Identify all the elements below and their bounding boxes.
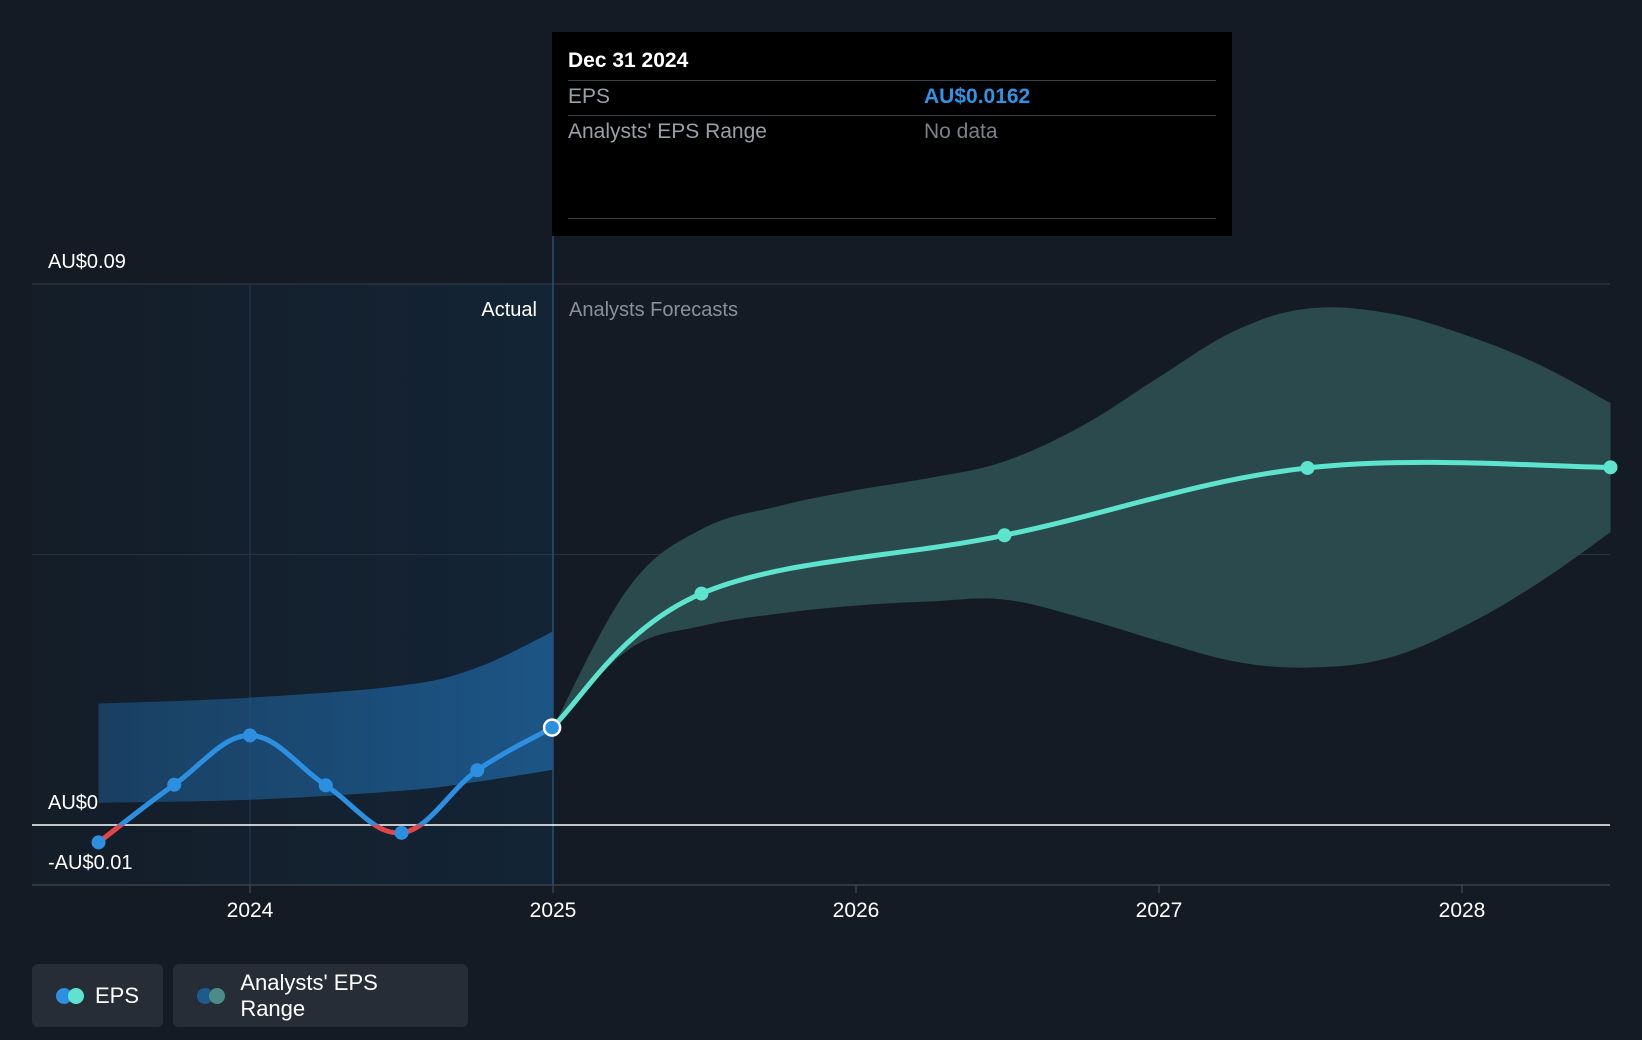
y-tick-label: -AU$0.01 xyxy=(48,852,133,874)
eps-actual-point xyxy=(318,778,333,793)
legend-item-eps-range[interactable]: Analysts' EPS Range xyxy=(173,964,468,1027)
legend-item-eps[interactable]: EPS xyxy=(32,964,163,1027)
tooltip-eps-value: AU$0.0162 xyxy=(924,85,1031,108)
y-tick-label: AU$0.09 xyxy=(48,251,126,273)
past-range-band xyxy=(98,631,553,803)
tooltip-range-row: Analysts' EPS Range No data xyxy=(568,115,1216,150)
tooltip-divider xyxy=(568,218,1216,219)
tooltip-eps-label: EPS xyxy=(568,85,611,108)
tooltip-range-value: No data xyxy=(924,120,998,143)
eps-actual-point xyxy=(167,777,182,792)
tooltip-eps-row: EPS AU$0.0162 xyxy=(568,80,1216,115)
eps-highlight-point xyxy=(542,718,562,737)
actual-label: Actual xyxy=(481,299,537,321)
eps-forecast-point xyxy=(1603,460,1618,475)
eps-swatch-icon xyxy=(56,987,84,1004)
tooltip: Dec 31 2024 EPS AU$0.0162 Analysts' EPS … xyxy=(552,32,1232,236)
tooltip-range-label: Analysts' EPS Range xyxy=(568,120,767,143)
x-tick-label: 2028 xyxy=(1439,899,1486,922)
eps-actual-point xyxy=(91,835,106,850)
legend-eps-label: EPS xyxy=(94,982,139,1008)
forecast-label: Analysts Forecasts xyxy=(569,299,738,321)
eps-actual-point xyxy=(243,728,257,743)
x-tick-label: 2026 xyxy=(833,899,880,922)
tooltip-date: Dec 31 2024 xyxy=(568,49,689,72)
eps-actual-point xyxy=(394,825,409,840)
y-tick-label: AU$0 xyxy=(48,792,98,814)
eps-range-swatch-icon xyxy=(197,987,226,1004)
x-tick-label: 2024 xyxy=(227,899,274,922)
x-axis-labels: 2024 2025 2026 2027 2028 xyxy=(227,885,1486,922)
y-axis-labels: AU$0.09 AU$0 -AU$0.01 xyxy=(48,251,133,874)
eps-forecast-line xyxy=(549,459,1613,731)
data-points xyxy=(91,460,1618,850)
eps-forecast-point xyxy=(997,528,1012,543)
eps-forecast-point xyxy=(1300,460,1315,475)
x-tick-label: 2025 xyxy=(530,899,577,922)
legend: EPS Analysts' EPS Range xyxy=(32,964,468,1027)
x-tick-label: 2027 xyxy=(1136,899,1183,922)
legend-range-label: Analysts' EPS Range xyxy=(240,969,378,1021)
eps-forecast-point xyxy=(694,586,709,601)
eps-actual-point xyxy=(470,763,485,778)
